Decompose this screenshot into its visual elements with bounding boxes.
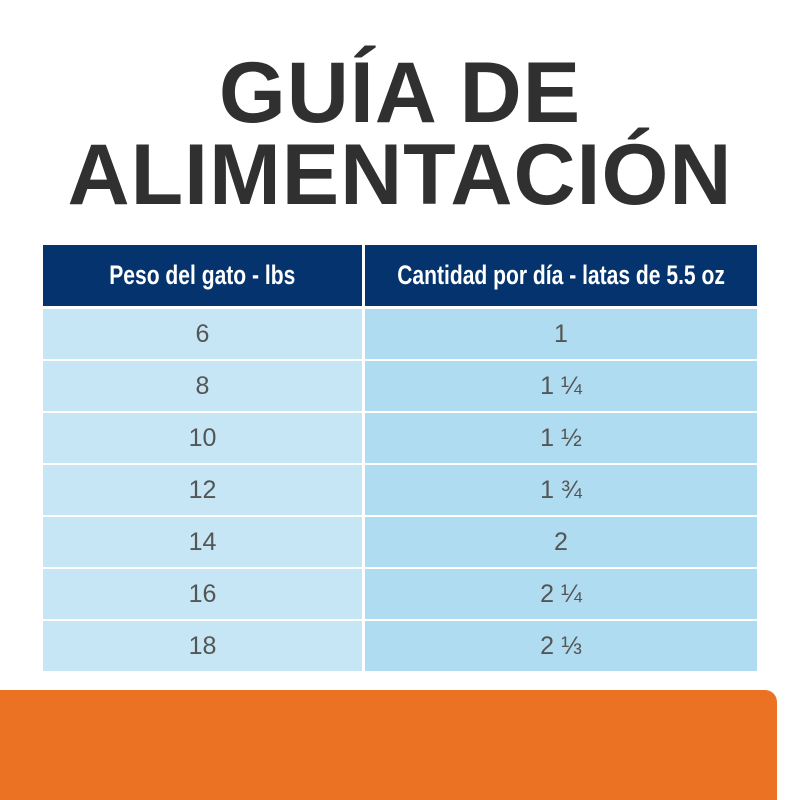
table-row: 12 1 ¾ bbox=[43, 465, 757, 515]
header-amount: Cantidad por día - latas de 5.5 oz bbox=[365, 245, 757, 306]
header-weight: Peso del gato - lbs bbox=[43, 245, 362, 306]
amount-cell: 2 bbox=[365, 517, 757, 567]
table-header-row: Peso del gato - lbs Cantidad por día - l… bbox=[43, 245, 757, 306]
amount-cell: 1 ¼ bbox=[365, 361, 757, 411]
table-row: 10 1 ½ bbox=[43, 413, 757, 463]
amount-cell: 1 bbox=[365, 309, 757, 359]
header-amount-label: Cantidad por día - latas de 5.5 oz bbox=[397, 260, 725, 290]
weight-cell: 12 bbox=[43, 465, 362, 515]
page-title-line-2: ALIMENTACIÓN bbox=[67, 127, 733, 223]
page-title-line-1: GUÍA DE bbox=[218, 45, 582, 141]
feeding-table: Peso del gato - lbs Cantidad por día - l… bbox=[43, 245, 757, 673]
weight-cell: 6 bbox=[43, 309, 362, 359]
amount-cell: 2 ¼ bbox=[365, 569, 757, 619]
table-row: 14 2 bbox=[43, 517, 757, 567]
weight-cell: 8 bbox=[43, 361, 362, 411]
header-weight-label: Peso del gato - lbs bbox=[109, 260, 296, 290]
orange-banner bbox=[0, 690, 777, 800]
amount-cell: 2 ⅓ bbox=[365, 621, 757, 671]
weight-cell: 10 bbox=[43, 413, 362, 463]
weight-cell: 18 bbox=[43, 621, 362, 671]
amount-cell: 1 ¾ bbox=[365, 465, 757, 515]
weight-cell: 16 bbox=[43, 569, 362, 619]
weight-cell: 14 bbox=[43, 517, 362, 567]
table-row: 18 2 ⅓ bbox=[43, 621, 757, 671]
table-row: 16 2 ¼ bbox=[43, 569, 757, 619]
amount-cell: 1 ½ bbox=[365, 413, 757, 463]
